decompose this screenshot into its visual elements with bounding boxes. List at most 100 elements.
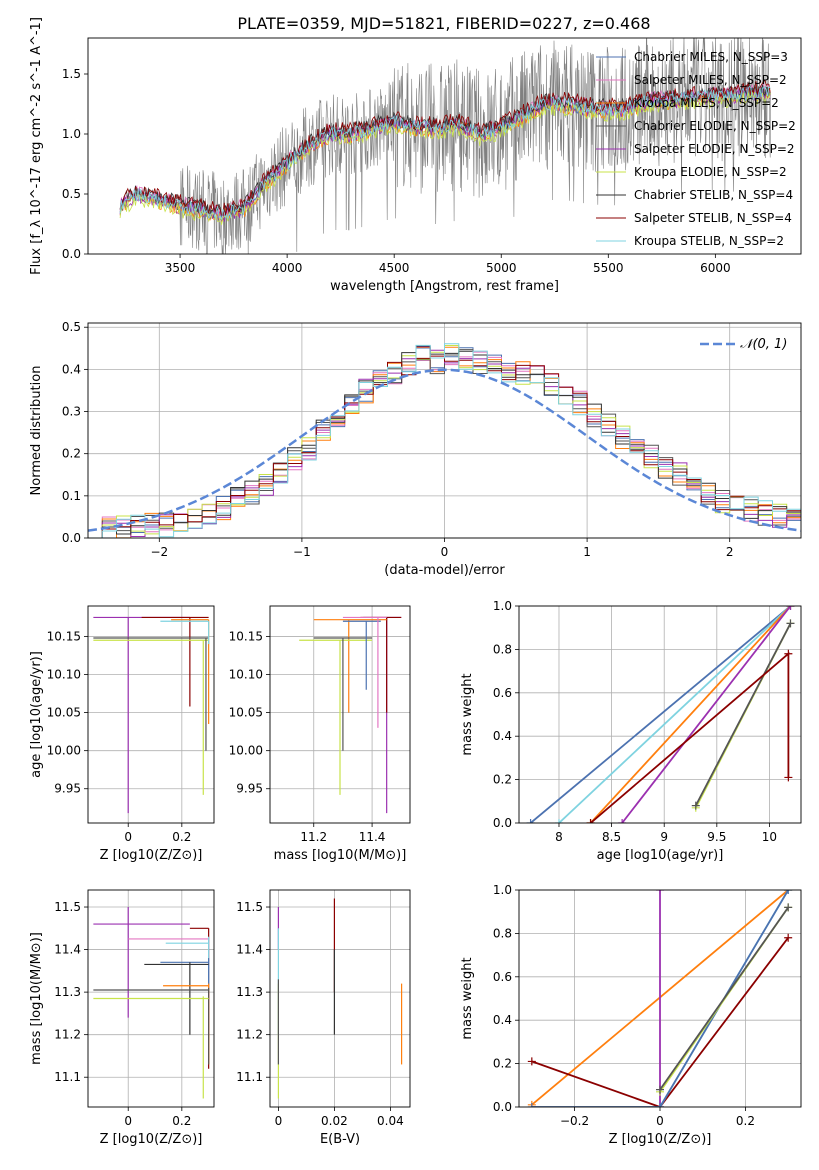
age-vs-mass-panel: 11.2 11.4 9.95 10.00 10.05 10.10 10.15 mass [lo…	[229, 605, 411, 863]
x-tick-label: 2	[726, 545, 734, 559]
y-tick-label: 0.5	[62, 320, 81, 334]
y-tick-label: 11.1	[236, 1070, 263, 1084]
x-tick-label: 3500	[165, 261, 196, 275]
x-tick-label: 8	[555, 830, 563, 844]
cumulative-line	[695, 622, 792, 807]
spectrum-plot-area	[119, 38, 771, 254]
y-tick-label: 0.6	[493, 686, 512, 700]
residuals-panel: −2 −1 0 1 2 0.0 0.1 0.2 0.3 0.4 0.5 (data-model)/er…	[29, 320, 802, 578]
y-tick-label: 0.4	[493, 729, 512, 743]
point-marker	[786, 606, 795, 610]
axes-frame	[87, 605, 215, 824]
x-axis-label: wavelength [Angstrom, rest frame]	[330, 279, 559, 294]
legend-label: 𝒩(0, 1)	[740, 337, 787, 352]
axes-frame	[87, 322, 802, 539]
axes-frame	[269, 889, 411, 1108]
y-tick-label: 10.10	[229, 668, 263, 682]
x-tick-label: 0	[656, 1114, 664, 1128]
point-marker	[786, 619, 795, 628]
normal-curve	[88, 368, 801, 532]
y-tick-label: 0.4	[493, 1013, 512, 1027]
y-tick-label: 11.5	[54, 900, 81, 914]
y-tick-label: 11.3	[236, 985, 263, 999]
point-marker	[691, 801, 700, 810]
x-tick-label: 5500	[593, 261, 624, 275]
y-tick-label: 1.0	[62, 127, 81, 141]
x-tick-label: 5000	[486, 261, 517, 275]
x-tick-label: 0	[275, 1114, 283, 1128]
point-marker	[527, 1103, 536, 1107]
point-marker	[618, 819, 627, 823]
y-tick-label: 10.00	[229, 744, 263, 758]
legend-label: Chabrier MILES, N_SSP=3	[634, 50, 788, 64]
point-marker	[784, 649, 793, 658]
point-marker	[554, 819, 563, 823]
y-tick-label: 0.2	[493, 1057, 512, 1071]
point-marker	[656, 1085, 664, 1094]
age-vs-metallicity-panel-area	[93, 616, 210, 814]
cumulative-line	[530, 606, 792, 823]
y-tick-label: 9.95	[54, 782, 81, 796]
x-tick-label: 11.2	[300, 830, 327, 844]
y-tick-label: 1.5	[62, 67, 81, 81]
legend-label: Kroupa ELODIE, N_SSP=2	[634, 165, 787, 179]
y-tick-label: 0.0	[493, 1100, 512, 1114]
cumulative-metallicity-panel-area	[527, 890, 793, 1107]
y-tick-label: 0.8	[493, 926, 512, 940]
x-tick-label: 0	[124, 830, 132, 844]
x-tick-label: −1	[293, 545, 311, 559]
x-tick-label: 4000	[272, 261, 303, 275]
x-tick-label: 8.5	[602, 830, 621, 844]
point-marker	[784, 933, 793, 942]
x-tick-label: 0	[124, 1114, 132, 1128]
y-tick-label: 0.2	[493, 773, 512, 787]
legend-label: Chabrier STELIB, N_SSP=4	[634, 188, 793, 202]
model-spectrum-line	[119, 85, 771, 220]
x-tick-label: 0.2	[172, 830, 191, 844]
y-tick-label: 11.2	[54, 1028, 81, 1042]
y-axis-label: mass weight	[460, 673, 475, 755]
y-axis-label: Normed distribution	[29, 366, 44, 496]
mass-vs-extinction-panel-area	[277, 898, 403, 1099]
legend-label: Kroupa STELIB, N_SSP=2	[634, 234, 784, 248]
y-tick-label: 0.0	[62, 247, 81, 261]
point-marker	[526, 819, 535, 823]
y-tick-label: 0.1	[62, 489, 81, 503]
y-tick-label: 10.15	[47, 629, 81, 643]
legend-label: Chabrier ELODIE, N_SSP=2	[634, 119, 796, 133]
cumulative-line	[558, 606, 792, 823]
x-tick-label: 11.4	[359, 830, 386, 844]
y-tick-label: 9.95	[236, 782, 263, 796]
age-vs-mass-panel-area	[299, 616, 402, 814]
model-spectrum-line	[119, 80, 771, 216]
y-tick-label: 0.8	[493, 642, 512, 656]
y-tick-label: 11.3	[54, 985, 81, 999]
y-tick-label: 0.2	[62, 447, 81, 461]
cumulative-line	[590, 651, 790, 823]
y-tick-label: 10.05	[47, 706, 81, 720]
point-marker	[527, 1057, 536, 1066]
spectrum-legend: Chabrier MILES, N_SSP=3 Salpeter MILES, N…	[596, 50, 796, 248]
y-tick-label: 11.4	[54, 943, 81, 957]
spectrum-panel: 3500 4000 4500 5000 5500 6000 0.0 0.5 1.0 1.5 wave…	[29, 17, 802, 294]
x-tick-label: 0.04	[377, 1114, 404, 1128]
model-spectrum-line	[119, 81, 771, 218]
y-tick-label: 10.05	[229, 706, 263, 720]
histogram-step	[88, 343, 801, 538]
y-tick-label: 1.0	[493, 883, 512, 897]
y-tick-label: 0.5	[62, 187, 81, 201]
point-marker	[586, 819, 595, 823]
point-marker	[784, 903, 793, 912]
y-tick-label: 0.3	[62, 405, 81, 419]
legend-label: Kroupa MILES, N_SSP=2	[634, 96, 779, 110]
cumulative-age-panel: 8 8.5 9 9.5 10 0.0 0.2 0.4 0.6 0.8 1.0 age [log10(a…	[460, 599, 802, 863]
x-axis-label: (data-model)/error	[384, 563, 505, 578]
mass-vs-extinction-panel: 0 0.02 0.04 11.1 11.2 11.3 11.4 11.5 E(B-V)	[236, 889, 411, 1147]
residuals-plot-area	[88, 343, 801, 538]
axes-frame	[269, 605, 411, 824]
point-marker	[784, 890, 793, 894]
x-tick-label: −0.2	[560, 1114, 589, 1128]
x-tick-label: 10	[762, 830, 777, 844]
y-tick-label: 10.10	[47, 668, 81, 682]
